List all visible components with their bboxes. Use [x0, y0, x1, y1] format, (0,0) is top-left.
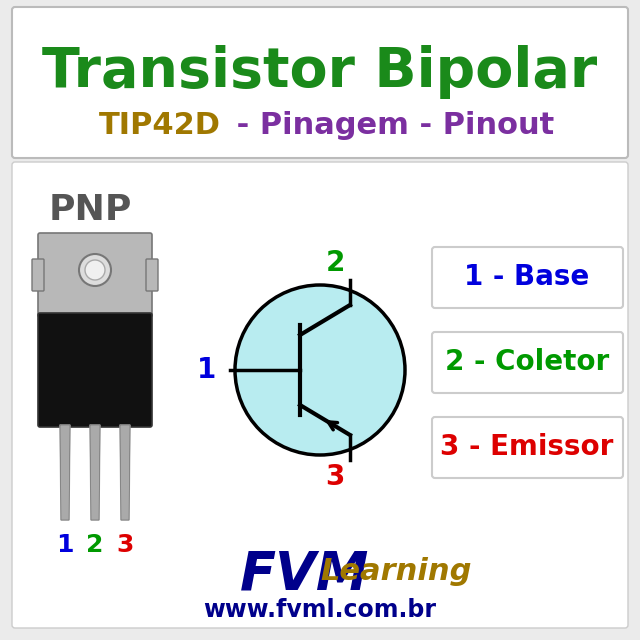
- FancyBboxPatch shape: [32, 259, 44, 291]
- Text: TIP42D: TIP42D: [99, 111, 221, 140]
- Circle shape: [79, 254, 111, 286]
- Text: 1: 1: [56, 533, 74, 557]
- Text: 3: 3: [325, 463, 345, 491]
- Text: PNP: PNP: [48, 193, 132, 227]
- Polygon shape: [90, 425, 100, 520]
- Text: 3 - Emissor: 3 - Emissor: [440, 433, 614, 461]
- Text: FVM: FVM: [240, 549, 369, 601]
- Text: 3: 3: [116, 533, 134, 557]
- Text: 1: 1: [197, 356, 216, 384]
- Text: 2: 2: [325, 249, 345, 277]
- Text: - Pinagem - Pinout: - Pinagem - Pinout: [226, 111, 554, 140]
- Polygon shape: [60, 425, 70, 520]
- FancyBboxPatch shape: [38, 233, 152, 317]
- Circle shape: [85, 260, 105, 280]
- FancyBboxPatch shape: [432, 332, 623, 393]
- Circle shape: [235, 285, 405, 455]
- Text: 1 - Base: 1 - Base: [465, 263, 589, 291]
- Text: Transistor Bipolar: Transistor Bipolar: [42, 45, 598, 99]
- Text: 2 - Coletor: 2 - Coletor: [445, 348, 609, 376]
- FancyBboxPatch shape: [12, 7, 628, 158]
- FancyBboxPatch shape: [432, 417, 623, 478]
- Text: 2: 2: [86, 533, 104, 557]
- FancyBboxPatch shape: [38, 313, 152, 427]
- Text: www.fvml.com.br: www.fvml.com.br: [204, 598, 436, 622]
- Polygon shape: [120, 425, 130, 520]
- Text: Learning: Learning: [320, 557, 472, 586]
- FancyBboxPatch shape: [432, 247, 623, 308]
- FancyBboxPatch shape: [12, 162, 628, 628]
- FancyBboxPatch shape: [146, 259, 158, 291]
